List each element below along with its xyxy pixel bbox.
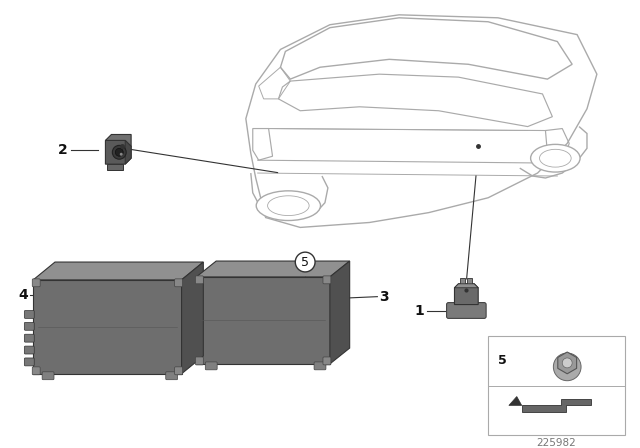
Ellipse shape [531, 144, 580, 172]
FancyBboxPatch shape [175, 279, 182, 287]
FancyBboxPatch shape [166, 372, 178, 380]
Text: 225982: 225982 [536, 438, 576, 448]
Polygon shape [454, 284, 478, 305]
Polygon shape [196, 261, 349, 277]
FancyBboxPatch shape [323, 357, 331, 365]
Polygon shape [509, 396, 522, 405]
Circle shape [113, 145, 126, 159]
FancyBboxPatch shape [195, 357, 204, 365]
Polygon shape [330, 261, 349, 364]
Polygon shape [33, 280, 182, 374]
Polygon shape [522, 399, 591, 412]
FancyBboxPatch shape [314, 362, 326, 370]
Text: 5: 5 [301, 255, 309, 268]
Text: 4: 4 [19, 288, 28, 302]
FancyBboxPatch shape [24, 358, 34, 366]
FancyBboxPatch shape [32, 279, 40, 287]
Polygon shape [454, 284, 478, 288]
FancyBboxPatch shape [32, 367, 40, 375]
FancyBboxPatch shape [24, 323, 34, 330]
Polygon shape [106, 134, 131, 146]
Bar [488, 336, 625, 435]
Polygon shape [106, 140, 131, 164]
FancyBboxPatch shape [447, 302, 486, 319]
Text: 2: 2 [58, 143, 68, 157]
Polygon shape [182, 262, 204, 374]
Polygon shape [125, 140, 131, 164]
Circle shape [295, 252, 315, 272]
FancyBboxPatch shape [24, 334, 34, 342]
Bar [467, 278, 472, 284]
FancyBboxPatch shape [42, 372, 54, 380]
Text: 5: 5 [497, 354, 506, 367]
Polygon shape [108, 164, 124, 170]
Circle shape [120, 153, 123, 156]
Polygon shape [558, 352, 577, 374]
FancyBboxPatch shape [24, 346, 34, 354]
FancyBboxPatch shape [323, 276, 331, 284]
Text: 1: 1 [414, 305, 424, 319]
FancyBboxPatch shape [24, 310, 34, 319]
FancyBboxPatch shape [205, 362, 217, 370]
FancyBboxPatch shape [175, 367, 182, 375]
Bar [460, 278, 465, 284]
Circle shape [563, 358, 572, 368]
Text: 3: 3 [380, 290, 389, 304]
FancyBboxPatch shape [195, 276, 204, 284]
Circle shape [554, 353, 581, 381]
Circle shape [115, 148, 124, 156]
Ellipse shape [256, 191, 321, 220]
Polygon shape [33, 262, 204, 280]
Polygon shape [196, 277, 330, 364]
